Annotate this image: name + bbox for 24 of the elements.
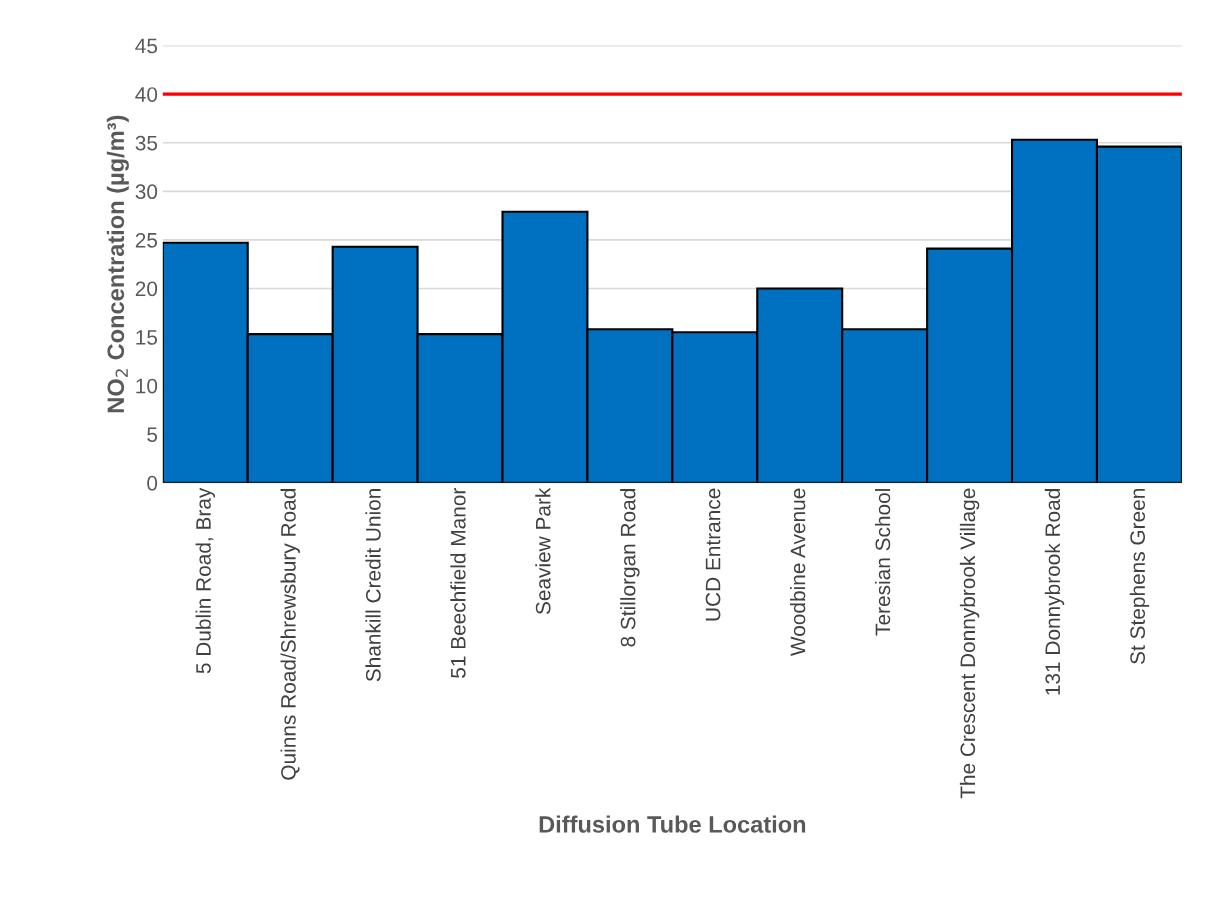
x-tick-label: Shankill Credit Union: [365, 489, 381, 682]
y-tick-label: 45: [135, 38, 158, 54]
y-tick-label: 10: [136, 378, 158, 394]
x-tick-label: Teresian School: [874, 489, 891, 636]
x-tick-label: St Stephens Green: [1129, 489, 1150, 664]
y-tick-label: 30: [135, 184, 158, 200]
y-tick-label: 15: [136, 330, 158, 345]
x-tick-label: Woodbine Avenue: [790, 488, 806, 656]
x-tick-label: 131 Donnybrook Road: [1044, 489, 1065, 695]
x-axis-title: Diffusion Tube Location: [539, 815, 806, 833]
y-tick-label: 5: [147, 427, 158, 442]
x-tick-label: 5 Dublin Road, Bray: [195, 487, 215, 674]
y-tick-label: 0: [147, 475, 158, 491]
x-tick-label: 8 Stillorgan Road: [620, 489, 640, 647]
y-tick-label: 40: [135, 87, 158, 102]
y-axis-title: NO$_{2}$ Concentration (µg/m³): [106, 115, 129, 413]
x-tick-label: 51 Beechfield Manor: [450, 488, 466, 678]
x-tick-label: Seaview Park: [535, 487, 551, 615]
y-tick-label: 35: [135, 135, 158, 151]
x-tick-label: UCD Entrance: [705, 488, 721, 621]
x-tick-label: Quinns Road/Shrewsbury Road: [280, 489, 300, 780]
x-tick-label: The Crescent Donnybrook Village: [959, 488, 980, 799]
y-tick-label: 25: [135, 232, 158, 248]
y-tick-label: 20: [135, 281, 158, 297]
